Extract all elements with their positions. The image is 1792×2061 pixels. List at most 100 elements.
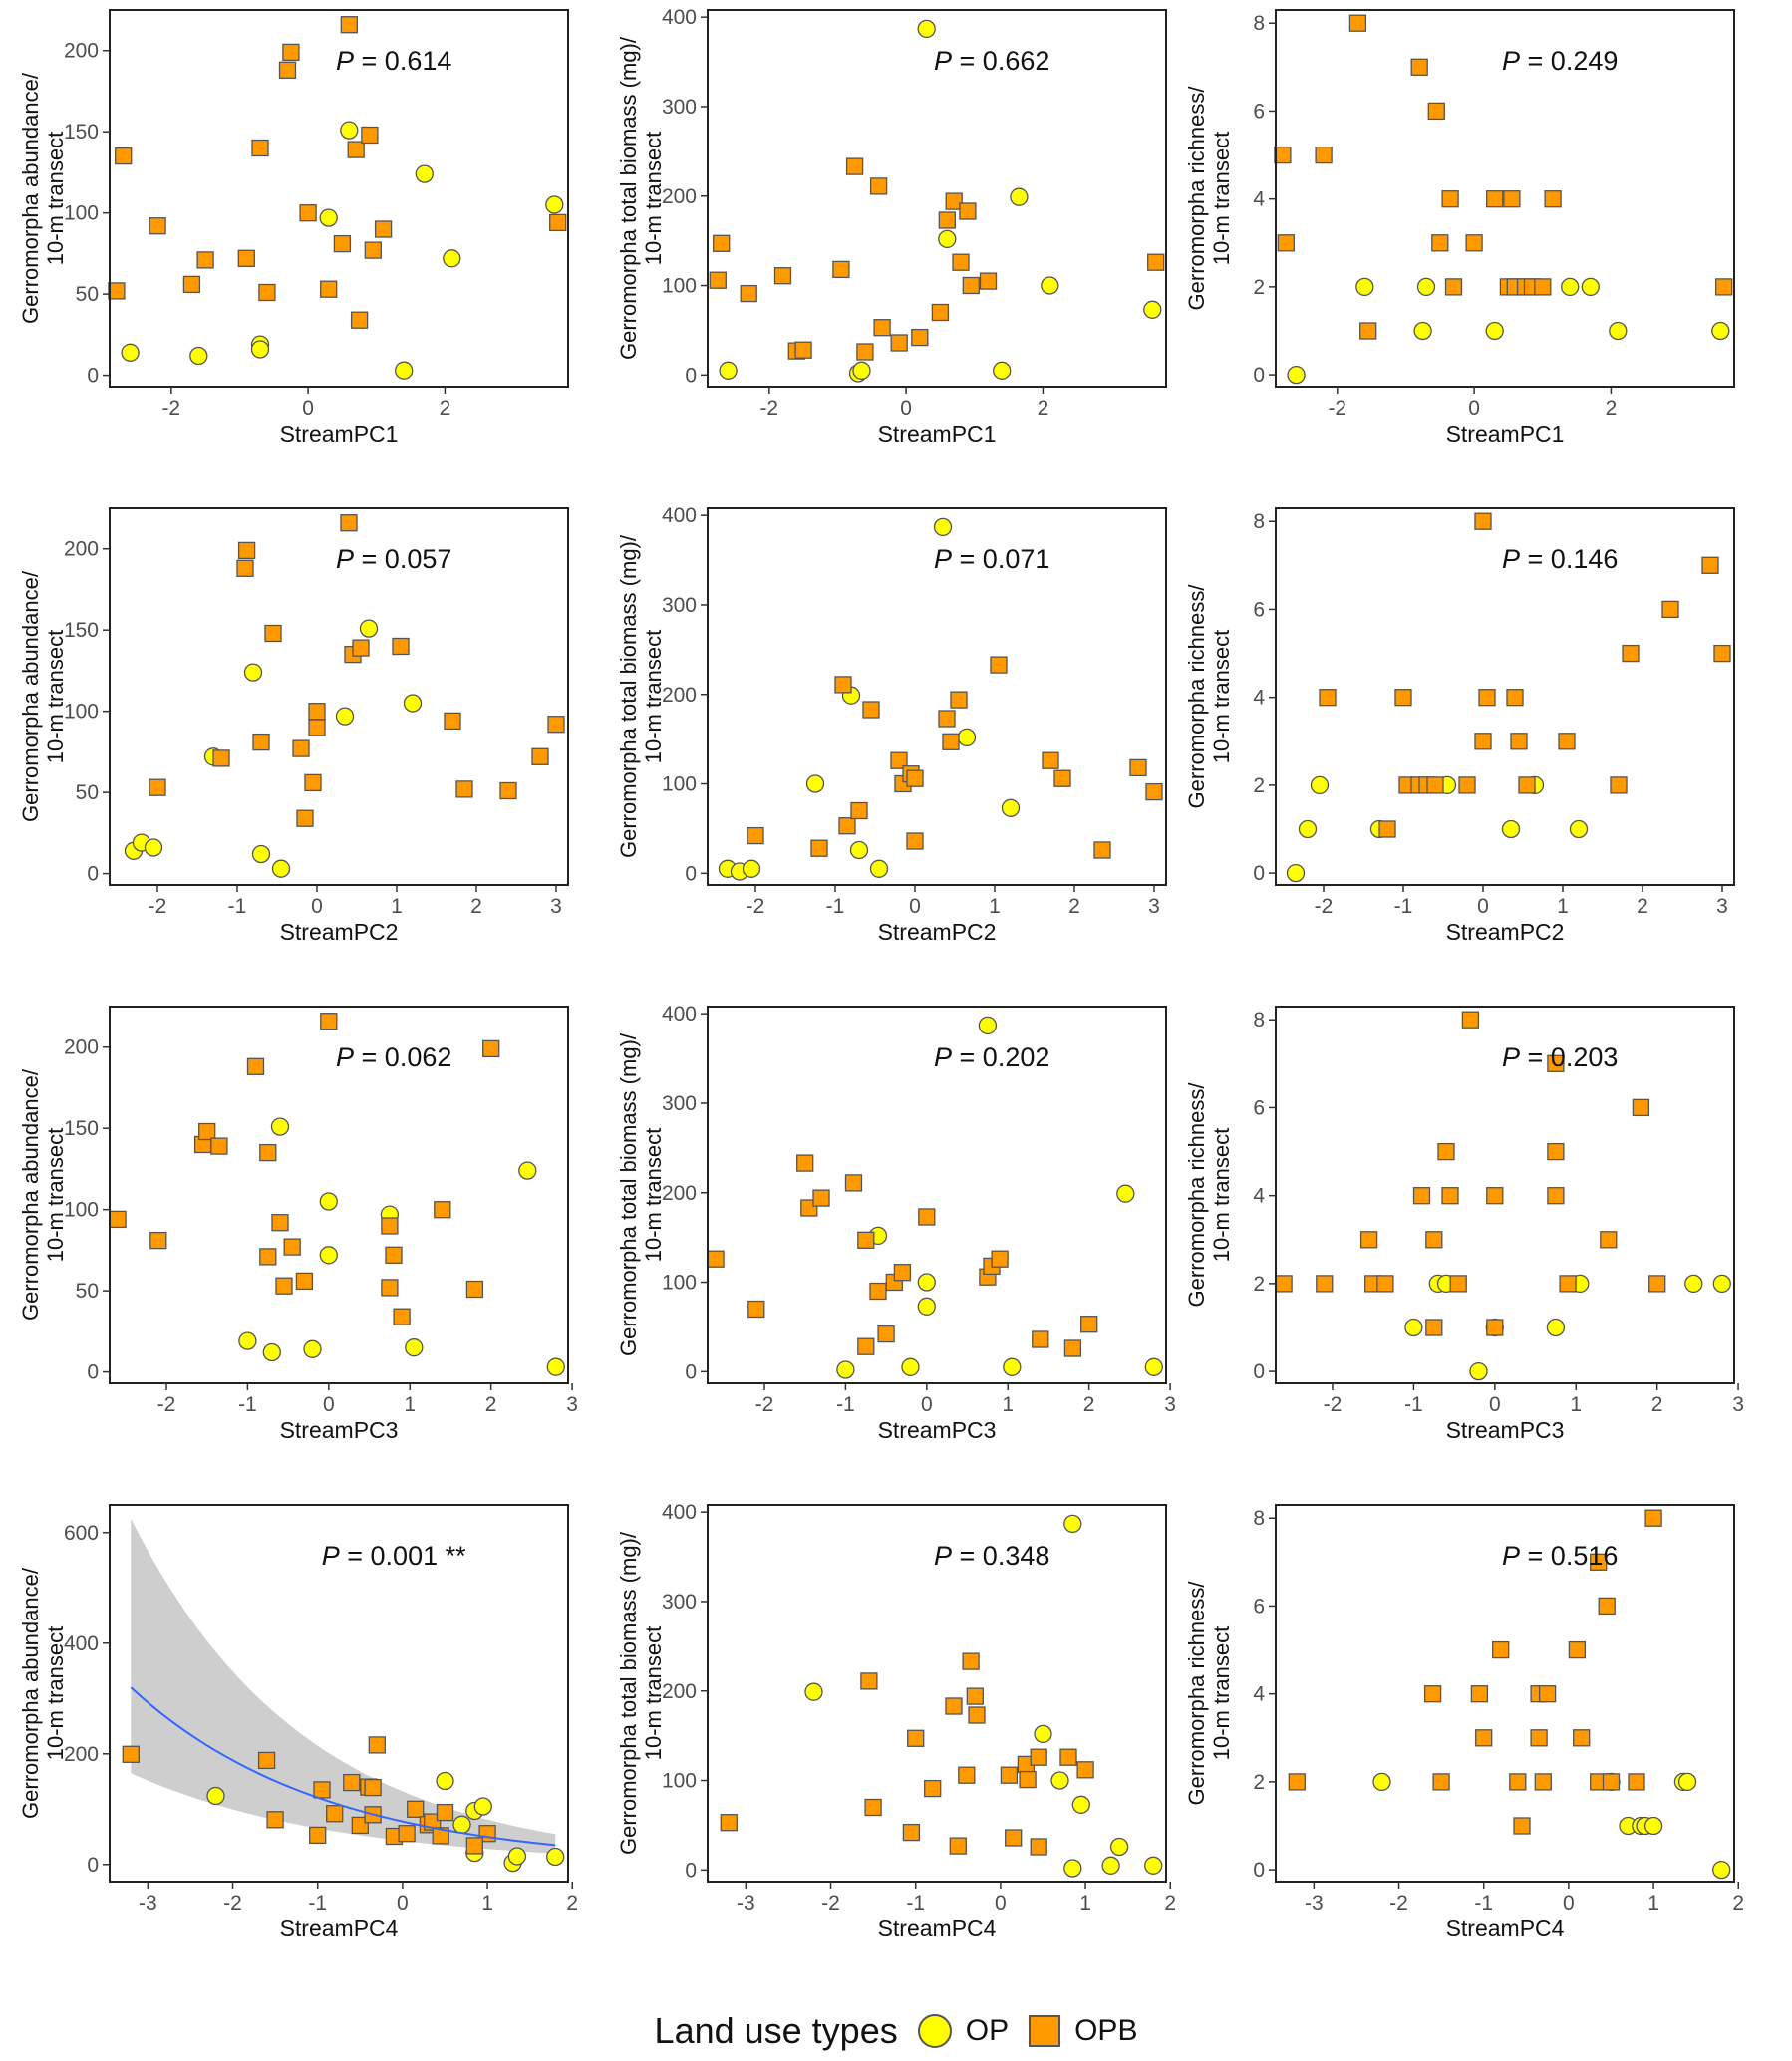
- opb-point: [1474, 512, 1492, 530]
- op-point: [335, 707, 355, 726]
- x-tick-label: 1: [989, 895, 1001, 918]
- opb-point: [945, 1697, 963, 1715]
- x-tick-label: 2: [1164, 1892, 1176, 1914]
- op-point: [359, 619, 379, 638]
- x-axis-label: StreamPC1: [878, 421, 997, 446]
- panel-4: -2 -1 0 1 2 3 0 50 100 150 200 StreamPC2 Gerromorpha…: [18, 507, 569, 945]
- x-tick-label: 3: [550, 895, 562, 918]
- opb-point: [252, 733, 270, 751]
- y-tick-label: 0: [87, 1854, 99, 1877]
- opb-point: [149, 217, 166, 235]
- opb-point: [1644, 1509, 1662, 1527]
- opb-point: [950, 691, 968, 709]
- opb-point: [149, 1231, 167, 1250]
- op-point: [1063, 1859, 1082, 1878]
- y-tick-label: 200: [64, 1743, 99, 1766]
- p-symbol: P: [1502, 544, 1520, 574]
- x-tick-label: -2: [747, 895, 765, 918]
- y-tick-label: 150: [64, 121, 99, 144]
- p-value: = 0.516: [1520, 1541, 1618, 1571]
- y-tick-label: 300: [662, 1591, 697, 1614]
- legend: Land use types OP OPB: [0, 2001, 1792, 2061]
- opb-point: [1425, 1231, 1443, 1249]
- opb-point: [1449, 1275, 1467, 1293]
- opb-point: [237, 541, 256, 560]
- opb-point: [893, 1264, 912, 1282]
- op-point: [1286, 863, 1306, 883]
- x-axis-label: StreamPC2: [878, 919, 997, 945]
- opb-point: [343, 1773, 361, 1792]
- opb-point: [1426, 776, 1444, 794]
- opb-point: [1628, 1773, 1645, 1791]
- y-axis-label-line: 10-m transect: [641, 630, 666, 764]
- y-tick-label: 600: [64, 1522, 99, 1545]
- opb-point: [720, 1814, 738, 1832]
- x-tick-label: 2: [1068, 895, 1080, 918]
- p-value-label: P = 0.057: [336, 544, 451, 574]
- opb-point: [296, 809, 314, 827]
- y-tick-label: 200: [662, 684, 697, 707]
- y-tick-label: 300: [662, 1092, 697, 1115]
- opb-point: [1610, 776, 1628, 794]
- opb-point: [1410, 58, 1428, 76]
- y-axis-label-line: 10-m transect: [1209, 1626, 1234, 1761]
- x-tick-label: 3: [1732, 1393, 1744, 1416]
- op-point: [1355, 277, 1374, 297]
- x-tick-label: 0: [1489, 1393, 1501, 1416]
- opb-point: [1600, 1231, 1618, 1249]
- x-tick-label: -2: [759, 397, 778, 420]
- opb-point: [938, 710, 956, 728]
- op-point: [121, 343, 140, 362]
- y-tick-label: 8: [1253, 510, 1265, 533]
- op-point: [452, 1815, 471, 1834]
- y-tick-label: 8: [1253, 1507, 1265, 1530]
- p-value: = 0.057: [354, 544, 451, 574]
- opb-point: [482, 1039, 500, 1058]
- x-tick-label: 2: [440, 397, 451, 420]
- panel-7: -2 -1 0 1 2 3 0 50 100 150 200 StreamPC3 Gerromorpha…: [18, 1006, 578, 1443]
- y-axis-label: Gerromorpha richness/10-m transect: [1184, 584, 1234, 809]
- opb-point: [968, 1706, 986, 1724]
- opb-point: [271, 1214, 289, 1232]
- opb-point: [902, 1823, 921, 1842]
- op-point: [319, 1192, 338, 1211]
- p-symbol: P: [1502, 1541, 1520, 1571]
- opb-point: [292, 739, 310, 757]
- y-tick-label: 400: [64, 1632, 99, 1655]
- op-point: [1712, 1860, 1731, 1880]
- opb-point: [1319, 689, 1337, 707]
- op-point: [836, 1360, 855, 1379]
- x-tick-label: 0: [1468, 397, 1480, 420]
- x-tick-label: 1: [1557, 895, 1569, 918]
- x-tick-label: 2: [1038, 397, 1049, 420]
- opb-point: [326, 1805, 344, 1823]
- opb-point: [385, 1246, 403, 1264]
- p-symbol: P: [934, 544, 952, 574]
- p-value: = 0.062: [354, 1042, 451, 1072]
- x-tick-label: -2: [223, 1892, 242, 1914]
- p-value-label: P = 0.202: [934, 1042, 1049, 1072]
- x-tick-label: 0: [323, 1393, 335, 1416]
- y-tick-label: 0: [87, 365, 99, 388]
- legend-opb-marker: [1029, 2015, 1061, 2047]
- x-tick-label: -3: [1305, 1892, 1324, 1914]
- x-tick-label: 1: [1079, 1892, 1091, 1914]
- op-point: [901, 1357, 920, 1376]
- p-value: = 0.203: [1520, 1042, 1618, 1072]
- opb-point: [1534, 278, 1552, 296]
- opb-point: [434, 1201, 451, 1219]
- p-symbol: P: [1502, 46, 1520, 76]
- y-tick-label: 100: [662, 773, 697, 796]
- y-tick-label: 50: [76, 1280, 99, 1303]
- x-tick-label: 0: [1477, 895, 1489, 918]
- y-axis-label: Gerromorpha total biomass (mg)/10-m tran…: [616, 1531, 666, 1855]
- opb-point: [313, 1781, 331, 1799]
- opb-point: [1277, 234, 1295, 252]
- opb-point: [347, 141, 365, 158]
- y-tick-label: 0: [1253, 364, 1265, 387]
- opb-point: [299, 204, 317, 222]
- opb-point: [320, 1013, 338, 1030]
- opb-point: [436, 1803, 454, 1822]
- op-point: [938, 229, 957, 249]
- y-axis-label-line: Gerromorpha total biomass (mg)/: [616, 1531, 641, 1855]
